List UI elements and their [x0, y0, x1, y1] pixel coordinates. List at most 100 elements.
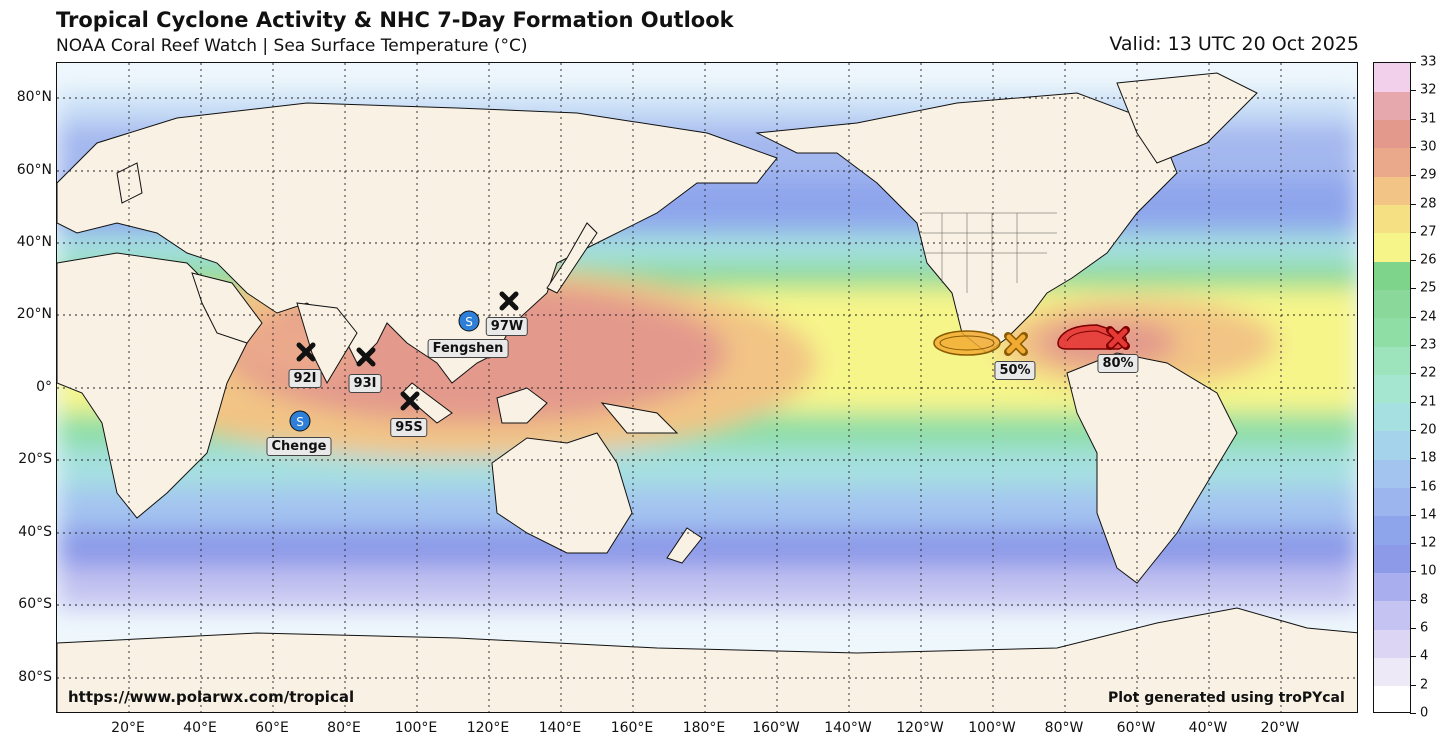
colorbar-segment: [1374, 147, 1410, 177]
arabia-land: [191, 272, 263, 344]
colorbar-tick: [1410, 628, 1416, 630]
colorbar-label: 21: [1420, 394, 1437, 410]
colorbar-tick: [1410, 684, 1416, 686]
invest-93i-marker-icon[interactable]: [356, 347, 376, 367]
colorbar-tick: [1410, 62, 1416, 63]
lon-label-20w: 20°W: [1260, 720, 1300, 736]
colorbar-tick: [1410, 656, 1416, 658]
lat-label-40n: 40°N: [16, 234, 52, 250]
colorbar-label: 27: [1420, 224, 1437, 240]
colorbar-tick: [1410, 90, 1416, 92]
colorbar-segment: [1374, 544, 1410, 573]
lon-label-40w: 40°W: [1188, 720, 1228, 736]
colorbar-label: 16: [1420, 479, 1437, 495]
valid-time: Valid: 13 UTC 20 Oct 2025: [1109, 33, 1359, 55]
outlook-50-label[interactable]: 50%: [994, 361, 1036, 380]
lon-label-100e: 100°E: [394, 720, 438, 736]
lon-label-140e: 140°E: [538, 720, 582, 736]
lon-label-80e: 80°E: [327, 720, 361, 736]
invest-97w-marker-icon[interactable]: [499, 291, 519, 311]
invest-92i-label[interactable]: 92I: [288, 369, 322, 388]
colorbar-segment: [1374, 289, 1410, 319]
colorbar-label: 22: [1420, 365, 1437, 381]
colorbar-label: 23: [1420, 337, 1437, 353]
fengshen-symbol: S: [465, 315, 473, 329]
sst-colorbar: [1373, 62, 1411, 713]
lat-label-40s: 40°S: [18, 524, 52, 540]
lat-label-20s: 20°S: [18, 451, 52, 467]
colorbar-segment: [1374, 629, 1410, 658]
colorbar-label: 32: [1420, 82, 1437, 98]
colorbar-segment: [1374, 402, 1410, 432]
colorbar-segment: [1374, 459, 1410, 489]
colorbar-segment: [1374, 63, 1410, 92]
outlook-50-area[interactable]: [933, 330, 1001, 356]
colorbar-segment: [1374, 600, 1410, 630]
fengshen-label[interactable]: Fengshen: [427, 339, 509, 358]
lon-label-20e: 20°E: [111, 720, 145, 736]
newguinea-land: [600, 402, 679, 434]
antarctica-land: [57, 607, 1357, 712]
colorbar-label: 6: [1420, 620, 1429, 636]
map-subtitle: NOAA Coral Reef Watch | Sea Surface Temp…: [56, 36, 528, 56]
colorbar-label: 28: [1420, 196, 1437, 212]
colorbar-label: 31: [1420, 111, 1437, 127]
lon-label-140w: 140°W: [824, 720, 872, 736]
lon-label-160w: 160°W: [752, 720, 800, 736]
colorbar-tick: [1410, 175, 1416, 177]
japan-land: [546, 222, 598, 294]
lon-label-160e: 160°E: [610, 720, 654, 736]
fengshen-storm-icon[interactable]: S: [458, 310, 480, 332]
lon-label-120w: 120°W: [896, 720, 944, 736]
lon-label-60e: 60°E: [255, 720, 289, 736]
colorbar-label: 2: [1420, 677, 1429, 693]
colorbar-tick: [1410, 146, 1416, 148]
colorbar-segment: [1374, 232, 1410, 262]
africa-land: [57, 252, 248, 519]
colorbar-segment: [1374, 317, 1410, 347]
invest-95s-label[interactable]: 95S: [390, 418, 428, 437]
map-title: Tropical Cyclone Activity & NHC 7-Day Fo…: [56, 8, 734, 32]
newzealand-land: [666, 527, 703, 564]
lon-label-60w: 60°W: [1116, 720, 1156, 736]
invest-93i-label[interactable]: 93I: [348, 374, 382, 393]
australia-land: [491, 432, 633, 554]
map-panel[interactable]: S S: [56, 62, 1358, 713]
colorbar-label: 33: [1420, 54, 1437, 70]
colorbar-segment: [1374, 119, 1410, 149]
lon-label-180e: 180°E: [682, 720, 726, 736]
colorbar-tick: [1410, 429, 1416, 431]
chenge-label[interactable]: Chenge: [266, 437, 332, 456]
uk-land: [116, 162, 143, 204]
colorbar-label: 12: [1420, 535, 1437, 551]
chenge-storm-icon[interactable]: S: [289, 410, 311, 432]
sst-map: S S: [57, 63, 1357, 712]
south-america-land: [1066, 352, 1238, 584]
colorbar-label: 0: [1420, 705, 1429, 721]
colorbar-tick: [1410, 231, 1416, 233]
invest-95s-marker-icon[interactable]: [400, 391, 420, 411]
chenge-symbol: S: [296, 415, 304, 429]
lat-label-60n: 60°N: [16, 162, 52, 178]
colorbar-label: 4: [1420, 648, 1429, 664]
outlook-50-marker-icon[interactable]: [1004, 332, 1028, 356]
colorbar-segment: [1374, 346, 1410, 375]
colorbar-label: 10: [1420, 563, 1437, 579]
colorbar-label: 29: [1420, 167, 1437, 183]
colorbar-tick: [1410, 599, 1416, 601]
us-state-borders: [922, 212, 1057, 303]
source-url[interactable]: https://www.polarwx.com/tropical: [68, 688, 355, 706]
borneo-land: [496, 387, 548, 424]
colorbar-label: 18: [1420, 450, 1437, 466]
outlook-80-label[interactable]: 80%: [1097, 354, 1139, 373]
lat-label-80s: 80°S: [18, 669, 52, 685]
outlook-80-marker-icon[interactable]: [1106, 326, 1130, 350]
colorbar-tick: [1410, 571, 1416, 573]
invest-97w-label[interactable]: 97W: [485, 317, 529, 336]
colorbar-segment: [1374, 685, 1410, 712]
invest-92i-marker-icon[interactable]: [296, 342, 316, 362]
colorbar-label: 8: [1420, 592, 1429, 608]
lon-label-80w: 80°W: [1044, 720, 1084, 736]
graticule: [57, 63, 1357, 712]
colorbar-segment: [1374, 430, 1410, 460]
